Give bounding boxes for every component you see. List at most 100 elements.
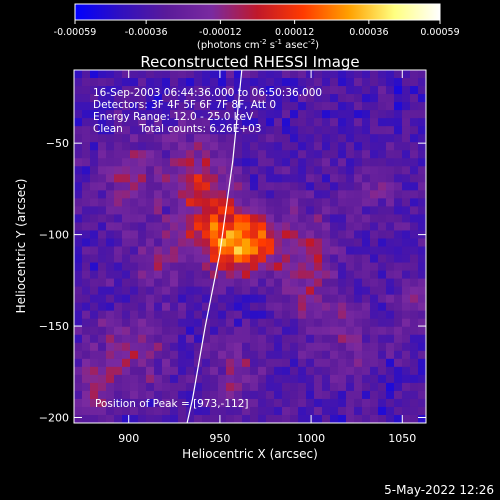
heatmap-cell xyxy=(130,382,139,392)
heatmap-cell xyxy=(202,158,211,167)
heatmap-cell xyxy=(122,182,131,191)
heatmap-cell xyxy=(346,238,355,248)
heatmap-cell xyxy=(282,78,291,87)
heatmap-cell xyxy=(186,134,195,143)
heatmap-cell xyxy=(98,158,107,167)
heatmap-cell xyxy=(82,262,91,272)
heatmap-cell xyxy=(354,294,363,304)
heatmap-cell xyxy=(226,118,235,127)
heatmap-cell xyxy=(386,342,395,352)
heatmap-cell xyxy=(330,142,339,151)
heatmap-cell xyxy=(234,222,243,232)
heatmap-cell xyxy=(418,174,426,183)
heatmap-cell xyxy=(330,150,339,159)
heatmap-cell xyxy=(402,398,411,408)
heatmap-cell xyxy=(274,198,283,207)
heatmap-cell xyxy=(282,358,291,368)
heatmap-cell xyxy=(194,158,203,167)
heatmap-cell xyxy=(258,358,267,368)
heatmap-cell xyxy=(258,382,267,392)
heatmap-cell xyxy=(338,238,347,248)
heatmap-cell xyxy=(170,78,179,87)
heatmap-cell xyxy=(258,86,267,95)
heatmap-cell xyxy=(90,318,99,328)
heatmap-cell xyxy=(346,102,355,111)
heatmap-cell xyxy=(250,382,259,392)
heatmap-cell xyxy=(258,310,267,320)
heatmap-cell xyxy=(306,94,315,103)
heatmap-cell xyxy=(330,294,339,304)
heatmap-cell xyxy=(394,126,403,135)
heatmap-cell xyxy=(154,118,163,127)
heatmap-cell xyxy=(74,286,83,296)
heatmap-cell xyxy=(218,182,227,191)
info-line-detectors: Detectors: 3F 4F 5F 6F 7F 8F, Att 0 xyxy=(93,99,276,111)
info-block: 16-Sep-2003 06:44:36.000 to 06:50:36.000… xyxy=(93,87,322,135)
heatmap-cell xyxy=(194,294,203,304)
heatmap-cell xyxy=(258,294,267,304)
heatmap-cell xyxy=(282,390,291,400)
heatmap-cell xyxy=(378,118,387,127)
heatmap-cell xyxy=(154,110,163,119)
heatmap-cell xyxy=(106,78,115,87)
heatmap-cell xyxy=(298,270,307,280)
heatmap-cell xyxy=(234,246,243,256)
heatmap-cell xyxy=(290,182,299,191)
heatmap-cell xyxy=(162,118,171,127)
heatmap-cell xyxy=(402,174,411,183)
heatmap-cell xyxy=(170,326,179,336)
heatmap-cell xyxy=(106,390,115,400)
heatmap-cell xyxy=(266,222,275,232)
heatmap-cell xyxy=(258,102,267,111)
heatmap-cell xyxy=(282,222,291,232)
heatmap-cell xyxy=(258,414,267,423)
heatmap-cell xyxy=(274,174,283,183)
heatmap-cell xyxy=(314,238,323,248)
heatmap-cell xyxy=(226,198,235,207)
heatmap-cell xyxy=(370,86,379,95)
heatmap-cell xyxy=(378,302,387,312)
heatmap-cell xyxy=(378,142,387,151)
heatmap-cell xyxy=(98,230,107,240)
heatmap-cell xyxy=(154,174,163,183)
heatmap-cell xyxy=(338,70,347,79)
heatmap-cell xyxy=(314,222,323,232)
heatmap-cell xyxy=(306,262,315,272)
heatmap-cell xyxy=(418,350,426,360)
heatmap-cell xyxy=(82,270,91,280)
heatmap-cell xyxy=(250,310,259,320)
heatmap-cell xyxy=(362,286,371,296)
heatmap-cell xyxy=(394,294,403,304)
heatmap-cell xyxy=(290,326,299,336)
heatmap-cell xyxy=(90,70,99,79)
heatmap-cell xyxy=(386,238,395,248)
heatmap-cell xyxy=(322,302,331,312)
heatmap-cell xyxy=(202,246,211,256)
colorbar-tick-label: -0.00059 xyxy=(54,27,97,38)
heatmap-cell xyxy=(306,374,315,384)
heatmap-cell xyxy=(170,134,179,143)
heatmap-cell xyxy=(290,102,299,111)
heatmap-cell xyxy=(402,166,411,175)
heatmap-cell xyxy=(106,326,115,336)
heatmap-cell xyxy=(146,414,155,423)
heatmap-cell xyxy=(362,70,371,79)
heatmap-cell xyxy=(226,142,235,151)
heatmap-cell xyxy=(402,134,411,143)
heatmap-cell xyxy=(250,406,259,416)
heatmap-cell xyxy=(234,198,243,207)
heatmap-cell xyxy=(386,190,395,199)
heatmap-cell xyxy=(210,350,219,360)
heatmap-cell xyxy=(394,102,403,111)
heatmap-cell xyxy=(338,118,347,127)
heatmap-cell xyxy=(322,406,331,416)
heatmap-cell xyxy=(314,158,323,167)
heatmap-cell xyxy=(226,366,235,376)
heatmap-cell xyxy=(338,334,347,344)
heatmap-cell xyxy=(274,294,283,304)
heatmap-cell xyxy=(290,230,299,240)
heatmap-cell xyxy=(386,262,395,272)
heatmap-cell xyxy=(362,414,371,423)
heatmap-cell xyxy=(226,310,235,320)
heatmap-cell xyxy=(306,366,315,376)
